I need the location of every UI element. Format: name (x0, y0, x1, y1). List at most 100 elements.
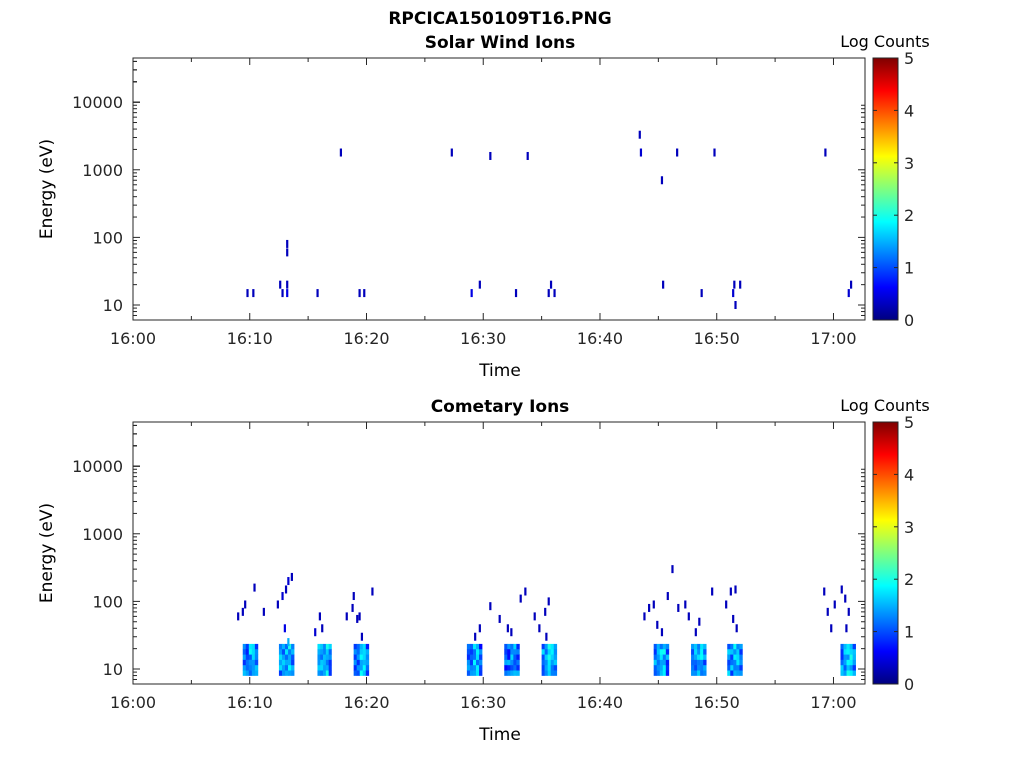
heatmap-cell (288, 643, 292, 650)
heatmap-cell (320, 654, 324, 660)
heatmap-cell (730, 664, 734, 671)
heatmap-cell (254, 643, 259, 650)
heatmap-cell (291, 654, 295, 660)
heatmap-cell (547, 670, 552, 676)
x-tick-label: 16:40 (577, 693, 623, 712)
heatmap-cell (653, 670, 658, 676)
heatmap-cell (694, 670, 698, 676)
heatmap-cell (660, 628, 664, 637)
heatmap-cell (254, 659, 259, 666)
heatmap-cell (703, 659, 707, 666)
heatmap-cell (472, 643, 477, 650)
heatmap-cell (262, 607, 265, 616)
heatmap-cell (356, 614, 359, 623)
heatmap-cell (666, 592, 669, 601)
heatmap-cell (248, 643, 253, 650)
data-block (541, 643, 558, 676)
heatmap-cell (251, 654, 256, 660)
colorbar-tick-label: 0 (904, 675, 914, 694)
heatmap-cell (849, 654, 853, 660)
heatmap-cell (700, 643, 704, 650)
heatmap-cell (547, 654, 552, 660)
heatmap-cell (730, 643, 734, 650)
heatmap-cell (513, 659, 517, 666)
heatmap-cell (656, 664, 661, 671)
heatmap-cell (281, 648, 286, 655)
heatmap-cell (665, 670, 670, 676)
heatmap-cell (550, 648, 555, 655)
heatmap-cell (254, 670, 259, 676)
heatmap-cell (466, 643, 471, 650)
heatmap-cell (840, 659, 844, 666)
heatmap-cell (653, 654, 658, 660)
heatmap-cell (318, 612, 321, 621)
colorbar-label: Log Counts (840, 396, 930, 415)
heatmap-cell (248, 670, 253, 676)
heatmap-cell (550, 643, 555, 650)
heatmap-cell (360, 632, 364, 641)
heatmap-cell (733, 659, 737, 666)
colorbar-tick-label: 5 (904, 49, 914, 68)
heatmap-cell (466, 664, 471, 671)
heatmap-cell (507, 670, 511, 676)
heatmap-cell (727, 643, 731, 650)
heatmap-cell (316, 289, 319, 298)
heatmap-cell (544, 654, 548, 660)
heatmap-cell (700, 670, 704, 676)
heatmap-cell (694, 628, 697, 637)
heatmap-cell (844, 594, 847, 603)
heatmap-cell (852, 670, 856, 676)
heatmap-cell (279, 280, 282, 289)
data-block (317, 643, 332, 676)
heatmap-cell (684, 600, 687, 609)
heatmap-cell (697, 670, 701, 676)
heatmap-cell (550, 670, 555, 676)
heatmap-cell (506, 624, 509, 633)
heatmap-cell (278, 670, 283, 676)
heatmap-cell (656, 643, 661, 650)
heatmap-cell (541, 654, 545, 660)
x-tick-label: 16:40 (577, 329, 623, 348)
colorbar-tick-label: 4 (904, 101, 914, 120)
heatmap-cell (510, 628, 513, 637)
heatmap-cell (700, 648, 704, 655)
heatmap-cell (847, 289, 850, 298)
heatmap-cell (285, 670, 289, 676)
data-block (504, 643, 520, 676)
heatmap-cell (840, 654, 844, 660)
heatmap-cell (356, 664, 361, 671)
heatmap-cell (510, 648, 514, 655)
heatmap-cell (735, 624, 738, 633)
heatmap-cell (727, 664, 731, 671)
heatmap-cell (362, 648, 367, 655)
heatmap-cell (662, 280, 665, 289)
heatmap-cell (323, 659, 327, 666)
heatmap-cell (665, 664, 670, 671)
heatmap-cell (544, 670, 548, 676)
heatmap-cell (479, 659, 483, 666)
heatmap-cell (290, 572, 293, 581)
data-block (242, 643, 259, 676)
heatmap-cell (653, 659, 658, 666)
heatmap-cell (713, 148, 716, 157)
heatmap-cell (362, 664, 367, 671)
heatmap-cell (524, 587, 527, 596)
heatmap-cell (281, 289, 284, 298)
heatmap-cell (516, 664, 520, 671)
heatmap-cell (245, 643, 250, 650)
heatmap-cell (733, 280, 736, 289)
heatmap-cell (507, 659, 511, 666)
heatmap-cell (466, 654, 471, 660)
heatmap-cell (691, 654, 695, 660)
heatmap-cell (356, 659, 361, 666)
heatmap-cell (732, 289, 735, 298)
panel-title: Cometary Ions (431, 397, 570, 417)
heatmap-cell (317, 643, 321, 650)
heatmap-cell (833, 600, 836, 609)
heatmap-cell (732, 614, 735, 623)
x-tick-label: 17:00 (810, 329, 856, 348)
heatmap-cell (849, 648, 853, 655)
heatmap-cell (352, 592, 355, 601)
heatmap-cell (648, 603, 651, 612)
